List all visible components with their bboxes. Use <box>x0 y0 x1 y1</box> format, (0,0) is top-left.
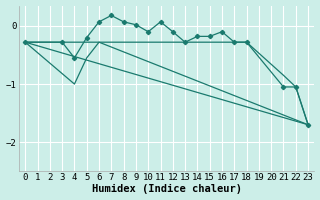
X-axis label: Humidex (Indice chaleur): Humidex (Indice chaleur) <box>92 184 242 194</box>
